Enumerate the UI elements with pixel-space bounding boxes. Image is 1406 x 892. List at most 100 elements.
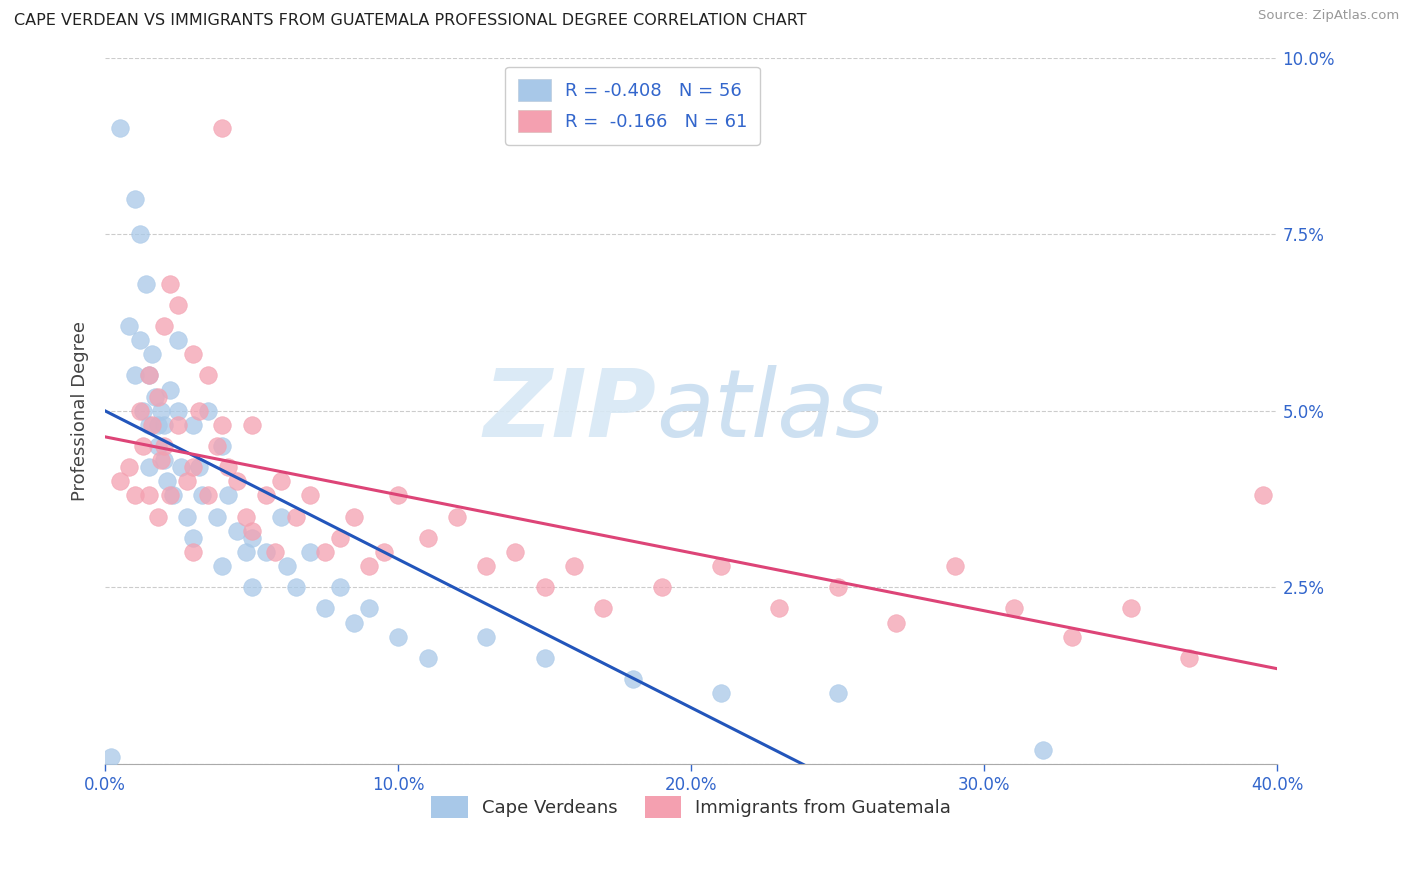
Point [270, 475, 292, 489]
Point [167, 403, 190, 417]
Point [153, 318, 176, 333]
Point [188, 460, 211, 475]
Point [153, 417, 176, 432]
Point [240, 531, 263, 545]
Point [475, 630, 498, 644]
Point [211, 417, 233, 432]
Text: CAPE VERDEAN VS IMMIGRANTS FROM GUATEMALA PROFESSIONAL DEGREE CORRELATION CHART: CAPE VERDEAN VS IMMIGRANTS FROM GUATEMAL… [14, 13, 807, 29]
Point [181, 417, 204, 432]
Text: atlas: atlas [657, 365, 884, 456]
Point [357, 559, 380, 574]
Point [181, 531, 204, 545]
Point [373, 545, 395, 559]
Point [176, 475, 198, 489]
Point [710, 559, 733, 574]
Point [710, 686, 733, 700]
Point [314, 545, 336, 559]
Point [138, 460, 160, 475]
Point [235, 545, 257, 559]
Point [240, 580, 263, 594]
Point [146, 390, 169, 404]
Point [124, 368, 146, 383]
Point [118, 460, 141, 475]
Point [264, 545, 287, 559]
Point [270, 509, 292, 524]
Point [562, 559, 585, 574]
Point [188, 403, 211, 417]
Point [1032, 742, 1054, 756]
Point [153, 439, 176, 453]
Point [1002, 601, 1025, 615]
Point [146, 439, 169, 453]
Point [592, 601, 614, 615]
Point [240, 417, 263, 432]
Point [162, 488, 184, 502]
Point [149, 403, 172, 417]
Point [621, 672, 644, 686]
Point [240, 524, 263, 538]
Point [1251, 488, 1274, 502]
Point [141, 347, 163, 361]
Point [197, 368, 219, 383]
Point [1178, 651, 1201, 665]
Point [167, 417, 190, 432]
Point [768, 601, 790, 615]
Point [1062, 630, 1084, 644]
Point [827, 686, 849, 700]
Point [205, 439, 228, 453]
Point [181, 460, 204, 475]
Point [100, 749, 122, 764]
Point [943, 559, 966, 574]
Point [153, 453, 176, 467]
Y-axis label: Professional Degree: Professional Degree [72, 321, 89, 500]
Point [167, 333, 190, 347]
Point [226, 524, 249, 538]
Point [211, 439, 233, 453]
Point [254, 545, 277, 559]
Point [159, 277, 181, 291]
Point [181, 545, 204, 559]
Point [191, 488, 214, 502]
Point [217, 488, 239, 502]
Point [197, 488, 219, 502]
Point [276, 559, 298, 574]
Point [329, 531, 352, 545]
Point [197, 403, 219, 417]
Point [132, 439, 155, 453]
Point [181, 347, 204, 361]
Point [141, 417, 163, 432]
Point [284, 509, 307, 524]
Point [387, 488, 409, 502]
Point [1119, 601, 1142, 615]
Point [475, 559, 498, 574]
Point [159, 488, 181, 502]
Point [446, 509, 468, 524]
Point [416, 651, 439, 665]
Point [651, 580, 673, 594]
Point [226, 475, 249, 489]
Point [138, 368, 160, 383]
Point [118, 318, 141, 333]
Point [108, 121, 131, 136]
Point [886, 615, 908, 630]
Point [132, 403, 155, 417]
Point [533, 580, 555, 594]
Point [343, 509, 366, 524]
Point [138, 368, 160, 383]
Point [129, 403, 152, 417]
Point [146, 509, 169, 524]
Point [167, 298, 190, 312]
Point [156, 475, 179, 489]
Point [387, 630, 409, 644]
Point [159, 383, 181, 397]
Point [146, 417, 169, 432]
Legend: Cape Verdeans, Immigrants from Guatemala: Cape Verdeans, Immigrants from Guatemala [425, 789, 959, 825]
Point [124, 488, 146, 502]
Point [284, 580, 307, 594]
Point [254, 488, 277, 502]
Point [211, 559, 233, 574]
Point [108, 475, 131, 489]
Point [143, 390, 166, 404]
Point [357, 601, 380, 615]
Point [505, 545, 527, 559]
